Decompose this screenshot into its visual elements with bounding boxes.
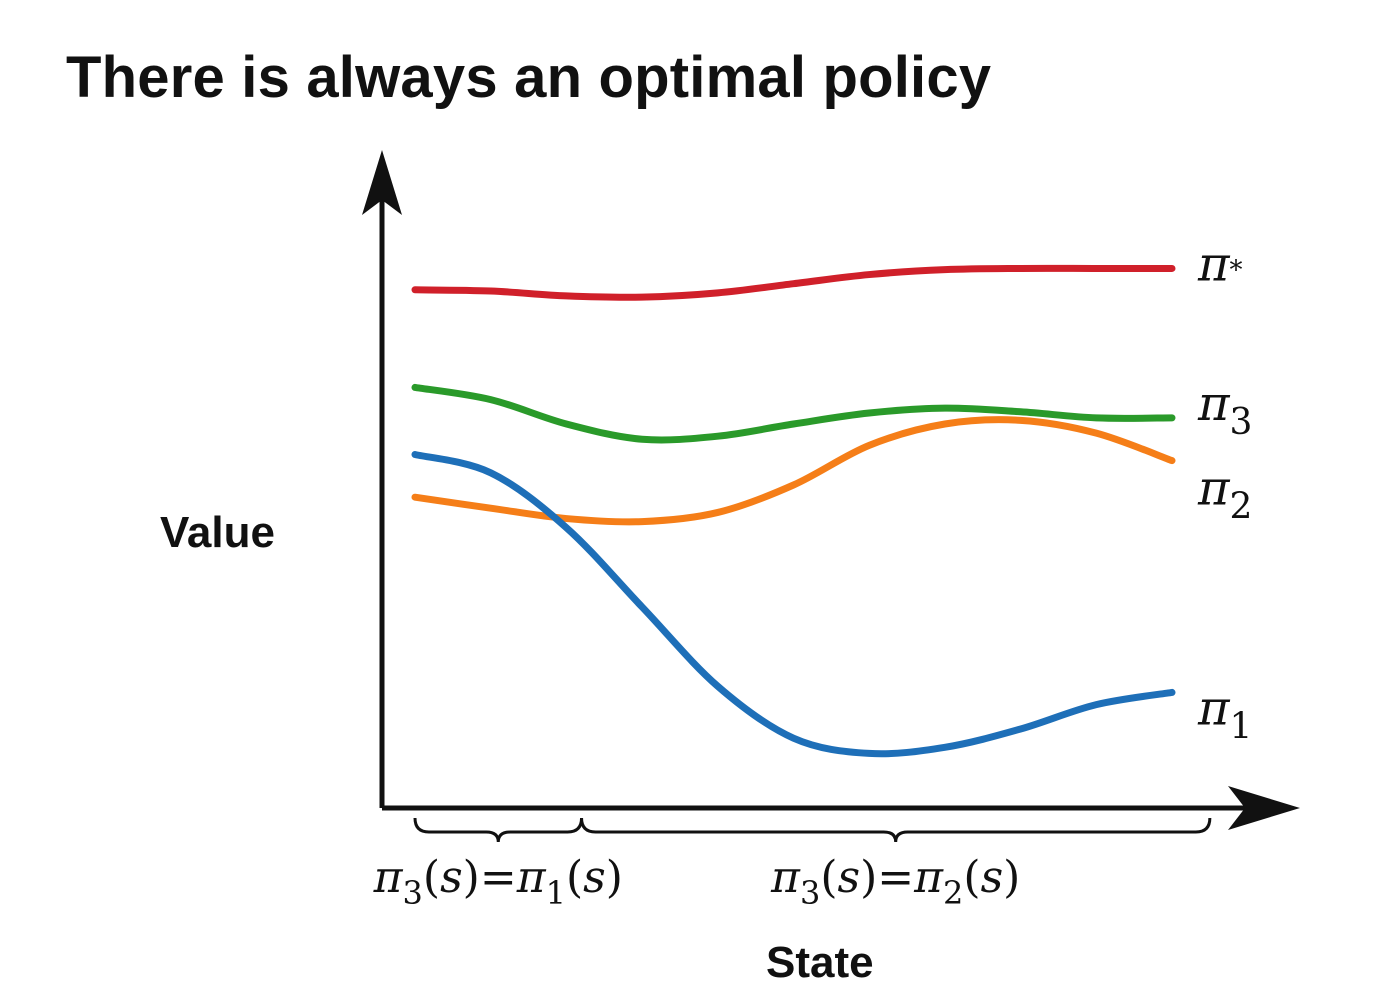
y-axis-label: Value: [160, 508, 275, 557]
brace-label-2: π3(s)=π2(s): [770, 852, 1020, 912]
series-line-3: [411, 383, 1176, 444]
series-label-1: π1: [1197, 680, 1252, 747]
brace-label-1: π3(s)=π1(s): [373, 852, 623, 912]
state-brace-1: [413, 817, 584, 843]
series-label-star: π*: [1197, 236, 1243, 292]
series-label-3: π3: [1197, 376, 1252, 443]
series-lines: [411, 264, 1176, 758]
x-axis-label: State: [766, 938, 874, 987]
series-line-1: [411, 451, 1176, 758]
state-brace-2: [580, 817, 1212, 843]
series-line-2: [411, 416, 1176, 526]
state-brackets: π3(s)=π1(s) π3(s)=π2(s): [373, 817, 1212, 912]
series-label-2: π2: [1197, 461, 1252, 528]
y-axis-arrowhead: [362, 150, 402, 215]
x-axis-arrowhead: [1228, 786, 1300, 830]
series-line-star: [411, 264, 1176, 301]
axes: [362, 150, 1300, 830]
chart-title: There is always an optimal policy: [66, 45, 992, 110]
series-labels: π* π3 π2 π1: [1197, 236, 1252, 747]
